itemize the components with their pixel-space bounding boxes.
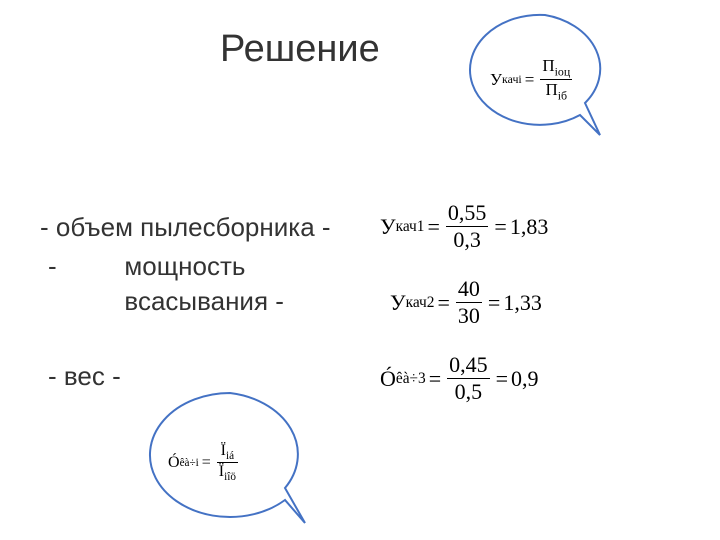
- bullet-list: - объем пылесборника - - мощность всасыв…: [40, 210, 340, 398]
- formula-quality-3: Óêà÷3 = 0,45 0,5 = 0,9: [380, 352, 539, 405]
- bullet-volume: - объем пылесборника -: [40, 210, 340, 245]
- formula-general-weight: Óêà÷i = Ïiá Ïiîö: [168, 442, 241, 483]
- page-title: Решение: [220, 28, 380, 71]
- formula-general-quality: Укачi = Пiоц Пiб: [490, 56, 575, 104]
- formula-quality-1: Укач1 = 0,55 0,3 = 1,83: [380, 200, 548, 253]
- formula-quality-2: Укач2 = 40 30 = 1,33: [390, 276, 542, 329]
- bullet-power: - мощность всасывания -: [40, 249, 340, 319]
